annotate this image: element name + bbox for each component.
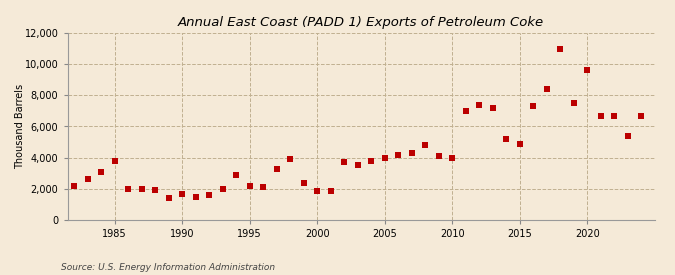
Point: [433, 154, 444, 158]
Point: [514, 141, 525, 146]
Point: [595, 113, 606, 118]
Point: [325, 189, 336, 193]
Point: [582, 68, 593, 73]
Point: [271, 166, 282, 171]
Y-axis label: Thousand Barrels: Thousand Barrels: [16, 84, 26, 169]
Point: [636, 113, 647, 118]
Point: [123, 187, 134, 191]
Point: [258, 185, 269, 189]
Point: [541, 87, 552, 91]
Point: [568, 101, 579, 105]
Point: [82, 177, 93, 182]
Point: [420, 143, 431, 147]
Point: [204, 193, 215, 197]
Point: [285, 157, 296, 161]
Point: [298, 180, 309, 185]
Point: [55, 151, 66, 155]
Point: [447, 155, 458, 160]
Point: [150, 188, 161, 192]
Point: [393, 152, 404, 157]
Point: [366, 159, 377, 163]
Point: [609, 113, 620, 118]
Point: [406, 151, 417, 155]
Point: [96, 169, 107, 174]
Point: [177, 191, 188, 196]
Point: [109, 159, 120, 163]
Point: [244, 183, 255, 188]
Point: [136, 187, 147, 191]
Point: [474, 103, 485, 107]
Point: [190, 194, 201, 199]
Point: [460, 109, 471, 113]
Point: [217, 187, 228, 191]
Point: [622, 134, 633, 138]
Point: [555, 46, 566, 51]
Point: [69, 183, 80, 188]
Point: [231, 173, 242, 177]
Point: [379, 155, 390, 160]
Text: Source: U.S. Energy Information Administration: Source: U.S. Energy Information Administ…: [61, 263, 275, 272]
Point: [312, 189, 323, 193]
Point: [528, 104, 539, 108]
Point: [352, 163, 363, 168]
Point: [339, 160, 350, 164]
Title: Annual East Coast (PADD 1) Exports of Petroleum Coke: Annual East Coast (PADD 1) Exports of Pe…: [178, 16, 544, 29]
Point: [163, 196, 174, 200]
Point: [487, 106, 498, 110]
Point: [501, 137, 512, 141]
